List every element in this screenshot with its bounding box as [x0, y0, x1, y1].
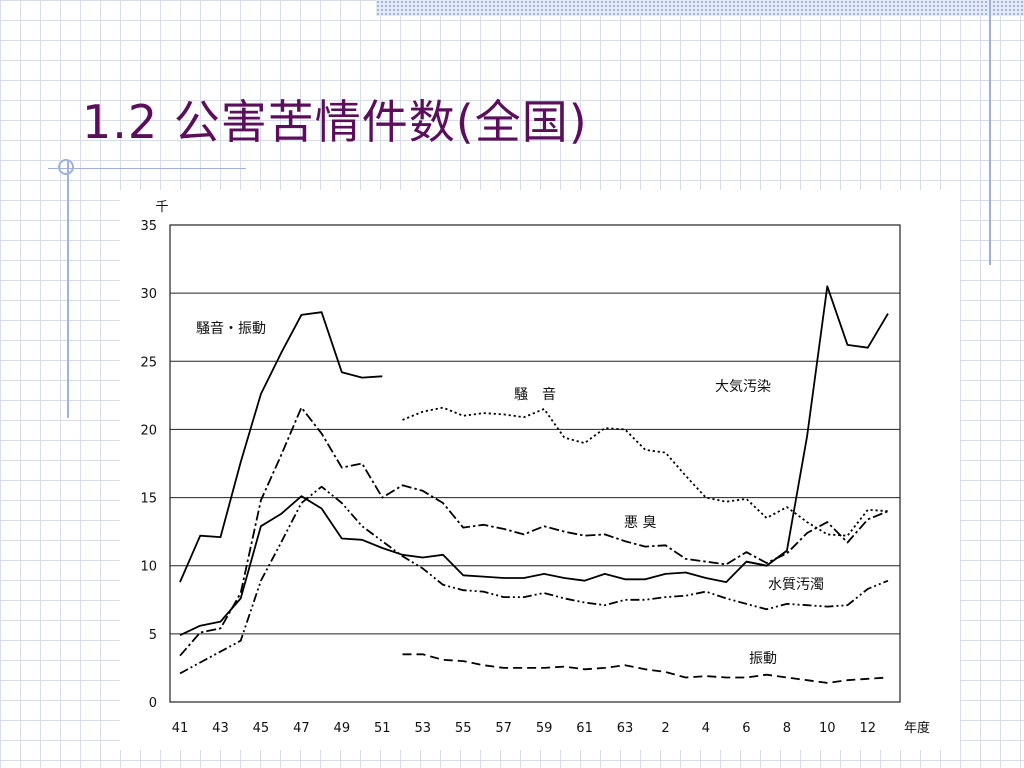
- x-tick-label: 57: [495, 721, 512, 736]
- y-tick-label: 0: [149, 696, 157, 711]
- grid-layer: [170, 224, 900, 703]
- x-tick-label: 41: [172, 721, 189, 736]
- slide-title: 1.2 公害苦情件数(全国): [82, 95, 588, 149]
- series-line: [746, 285, 889, 567]
- x-tick-label: 12: [859, 721, 876, 736]
- series-line: [179, 406, 889, 657]
- y-tick-label: 5: [149, 628, 157, 643]
- x-tick-label: 53: [414, 721, 431, 736]
- series-label: 騒 音: [514, 386, 556, 403]
- plot-frame: [169, 224, 901, 703]
- y-tick-label: 15: [140, 492, 157, 507]
- axis-layer: 0 5 10 15 20 25 30 35 千 41 43 45 47 49 51 53 55 57 59 61 63 2…: [140, 200, 930, 736]
- left-decorative-rule: [67, 160, 69, 418]
- y-tick-label: 20: [140, 423, 157, 438]
- x-tick-label: 59: [536, 721, 553, 736]
- series-label: 振動: [749, 651, 777, 667]
- right-decorative-rule: [989, 0, 991, 265]
- x-tick-label: 45: [253, 721, 270, 736]
- x-tick-label: 4: [702, 721, 710, 736]
- line-chart: 0 5 10 15 20 25 30 35 千 41 43 45 47 49 51 53 55 57 59 61 63 2…: [140, 200, 930, 736]
- y-tick-label: 10: [140, 560, 157, 575]
- series-label: 悪 臭: [624, 515, 656, 531]
- x-tick-label: 10: [819, 721, 836, 736]
- title-underline-rule: [48, 168, 246, 169]
- y-tick-label: 35: [140, 219, 157, 234]
- decorative-ring: [58, 159, 74, 175]
- x-axis-label: 年度: [904, 720, 930, 736]
- x-tick-label: 2: [661, 721, 669, 736]
- x-tick-label: 49: [334, 721, 351, 736]
- x-tick-label: 51: [374, 721, 391, 736]
- series-line: [402, 653, 889, 684]
- series-label: 大気汚染: [715, 379, 771, 395]
- series-line: [402, 406, 889, 537]
- chart-panel: 0 5 10 15 20 25 30 35 千 41 43 45 47 49 51 53 55 57 59 61 63 2…: [120, 190, 960, 750]
- x-tick-label: 6: [742, 721, 750, 736]
- series-line: [179, 495, 788, 637]
- series-layer: [179, 285, 889, 684]
- y-tick-label: 30: [140, 287, 157, 302]
- x-tick-label: 61: [576, 721, 593, 736]
- y-tick-label: 25: [140, 355, 157, 370]
- top-decorative-band: [376, 0, 1024, 16]
- series-line: [179, 311, 383, 583]
- y-axis-label: 千: [155, 200, 168, 215]
- series-label: 騒音・振動: [196, 320, 266, 337]
- x-tick-label: 55: [455, 721, 472, 736]
- x-tick-label: 47: [293, 721, 310, 736]
- x-tick-label: 8: [783, 721, 791, 736]
- x-tick-label: 63: [617, 721, 634, 736]
- series-label: 水質汚濁: [768, 577, 824, 593]
- x-tick-label: 43: [212, 721, 229, 736]
